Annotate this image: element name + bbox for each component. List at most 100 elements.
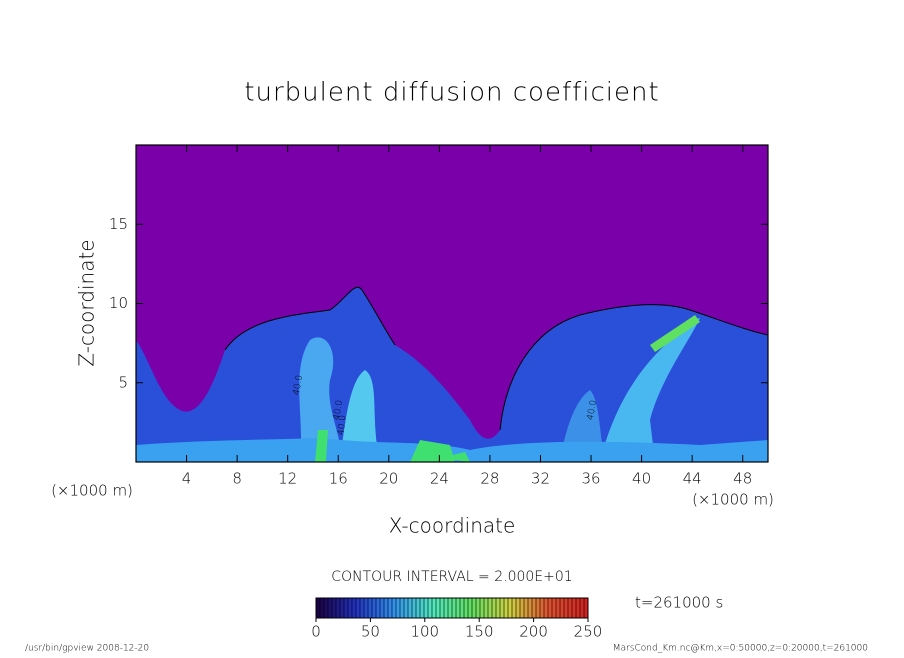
colorbar-cell [344,598,349,618]
contour-label: 40.0 [586,399,599,420]
x-tick-label: 28 [480,470,499,488]
colorbar-cell [508,598,513,618]
colorbar-cell [516,598,521,618]
x-tick-label: 36 [581,470,600,488]
colorbar-cell [540,598,545,618]
colorbar-cell [332,598,337,618]
field-region [315,430,470,462]
colorbar-cell [552,598,557,618]
colorbar-cell [440,598,445,618]
colorbar-cell [380,598,385,618]
field-region [136,438,768,462]
colorbar-cell [560,598,565,618]
colorbar-cell [456,598,461,618]
colorbar-cell [388,598,393,618]
colorbar-tick-label: 200 [519,623,548,641]
colorbar-frame [315,597,589,619]
colorbar-cell [336,598,341,618]
colorbar-cell [372,598,377,618]
colorbar-cell [424,598,429,618]
colorbar-cell [384,598,389,618]
colorbar-tick-label: 0 [311,623,321,641]
colorbar-cell [544,598,549,618]
colorbar-tick-label: 100 [410,623,439,641]
colorbar-cell [548,598,553,618]
colorbar-cell [392,598,397,618]
colorbar-cell [492,598,497,618]
colorbar-cell [360,598,365,618]
colorbar-cell [436,598,441,618]
colorbar [315,597,589,619]
colorbar-cell [532,598,537,618]
field-region [650,315,700,352]
x-axis-label: X-coordinate [389,514,516,538]
colorbar-cell [324,598,329,618]
colorbar-cell [528,598,533,618]
colorbar-cell [572,598,577,618]
colorbar-cell [348,598,353,618]
contour-interval: CONTOUR INTERVAL = 2.000E+01 [331,569,572,585]
colorbar-cell [444,598,449,618]
colorbar-cell [472,598,477,618]
x-tick-label: 32 [531,470,550,488]
colorbar-cell [536,598,541,618]
colorbar-cell [468,598,473,618]
contour-line [224,287,769,431]
colorbar-cell [328,598,333,618]
colorbar-cell [368,598,373,618]
colorbar-cell [352,598,357,618]
contour-label: 40.0 [332,399,345,420]
colorbar-cell [428,598,433,618]
field-region [299,337,341,462]
colorbar-cell [488,598,493,618]
colorbar-cell [520,598,525,618]
field-region [136,287,768,462]
field-region [340,370,380,462]
colorbar-cell [408,598,413,618]
colorbar-cell [416,598,421,618]
colorbar-cell [500,598,505,618]
x-tick-label: 40 [632,470,651,488]
colorbar-cell [364,598,369,618]
x-unit: (×1000 m) [51,482,133,500]
colorbar-cell [564,598,569,618]
colorbar-cell [524,598,529,618]
chart-title: turbulent diffusion coefficient [244,78,659,108]
colorbar-tick-label: 250 [574,623,603,641]
y-tick-label: 5 [118,373,128,391]
colorbar-cell [576,598,581,618]
x-tick-label: 8 [232,470,242,488]
colorbar-cell [376,598,381,618]
contour-label: 40.0 [337,415,349,436]
colorbar-cell [464,598,469,618]
colorbar-cell [396,598,401,618]
x-tick-label: 24 [430,470,449,488]
colorbar-cell [316,598,321,618]
x-tick-label: 12 [278,470,297,488]
colorbar-cell [356,598,361,618]
y-tick-label: 15 [109,215,128,233]
colorbar-cell [400,598,405,618]
y-tick-label: 10 [109,294,128,312]
colorbar-cell [556,598,561,618]
colorbar-cell [320,598,325,618]
x-tick-label: 20 [379,470,398,488]
colorbar-cell [432,598,437,618]
colorbar-cell [412,598,417,618]
colorbar-cell [452,598,457,618]
x-tick-label: 4 [182,470,192,488]
colorbar-cell [404,598,409,618]
field [136,287,769,462]
colorbar-cell [476,598,481,618]
colorbar-cell [460,598,465,618]
colorbar-cell [512,598,517,618]
colorbar-cell [480,598,485,618]
colorbar-cell [580,598,585,618]
colorbar-cell [448,598,453,618]
footer-right: MarsCond_Km.nc@Km,x=0:50000,z=0:20000,t=… [613,644,868,654]
colorbar-tick-label: 50 [361,623,380,641]
x-tick-label: 16 [329,470,348,488]
colorbar-cell [420,598,425,618]
x-unit: (×1000 m) [692,491,774,509]
